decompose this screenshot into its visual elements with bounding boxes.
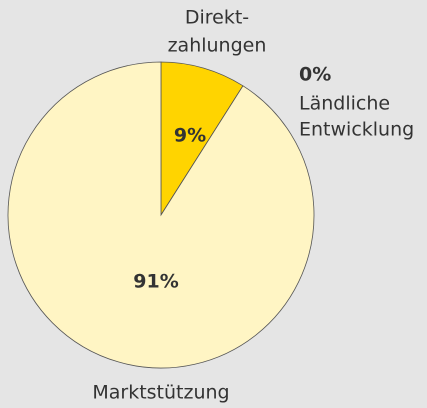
pie-slice <box>7 61 315 369</box>
value-label: 0% <box>299 64 331 86</box>
value-label: 9% <box>174 125 206 147</box>
slice-label: Direkt- <box>185 7 249 29</box>
slice-label: Ländliche <box>299 93 390 115</box>
pie-slice <box>160 61 244 217</box>
slice-label: Marktstützung <box>92 382 229 404</box>
value-label: 91% <box>133 271 178 293</box>
slice-label: Entwicklung <box>299 119 414 141</box>
slice-label: zahlungen <box>168 35 267 57</box>
